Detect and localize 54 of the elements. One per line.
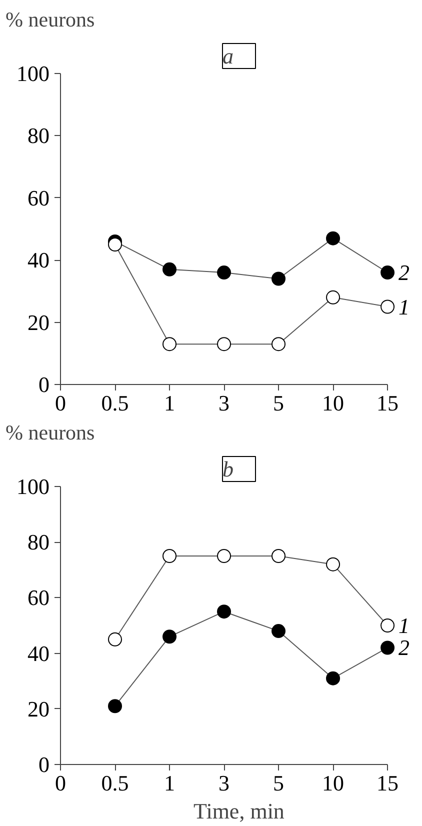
x-tick-label: 0 xyxy=(55,390,66,416)
y-tick-label: 40 xyxy=(28,640,50,666)
series-label: 1 xyxy=(398,294,410,320)
y-tick-label: 60 xyxy=(28,585,50,610)
point xyxy=(326,290,340,304)
y-axis-title: % neurons xyxy=(6,8,95,32)
point xyxy=(108,699,122,714)
point xyxy=(272,272,286,286)
y-tick-label: 0 xyxy=(38,372,50,397)
y-tick-label: 20 xyxy=(28,310,50,335)
point xyxy=(380,266,395,280)
point xyxy=(272,337,286,352)
point xyxy=(217,604,232,619)
y-tick-label: 60 xyxy=(28,185,50,210)
point xyxy=(326,557,340,572)
point xyxy=(162,337,177,352)
point xyxy=(326,671,340,686)
x-tick-label: 5 xyxy=(273,770,284,796)
x-tick-label: 0.5 xyxy=(101,390,129,416)
x-tick-label: 1 xyxy=(164,770,176,796)
point xyxy=(217,266,232,280)
x-tick-label: 10 xyxy=(322,770,344,796)
point xyxy=(272,549,286,563)
y-tick-label: 100 xyxy=(16,474,50,499)
chart-title: b xyxy=(222,456,234,482)
x-tick-label: 10 xyxy=(322,390,344,416)
x-axis-title: Time, min xyxy=(194,798,284,824)
x-tick-label: 5 xyxy=(273,390,284,416)
series-label: 2 xyxy=(398,635,410,660)
y-axis-title: % neurons xyxy=(6,420,95,444)
point xyxy=(108,238,122,252)
point xyxy=(162,262,177,276)
point xyxy=(272,624,286,638)
y-tick-label: 80 xyxy=(28,123,50,148)
y-tick-label: 100 xyxy=(16,61,50,86)
x-tick-label: 15 xyxy=(376,770,399,796)
x-tick-label: 15 xyxy=(376,390,399,416)
y-tick-label: 20 xyxy=(28,696,50,722)
point xyxy=(162,630,177,644)
x-tick-label: 3 xyxy=(218,770,230,796)
x-tick-label: 3 xyxy=(218,390,230,416)
x-tick-label: 1 xyxy=(164,390,176,416)
point xyxy=(326,231,340,246)
series-label: 2 xyxy=(398,260,410,286)
y-tick-label: 40 xyxy=(28,248,50,273)
chart-title: a xyxy=(222,44,234,68)
series-label: 1 xyxy=(398,613,410,638)
point xyxy=(217,337,232,352)
y-tick-label: 0 xyxy=(38,752,50,777)
point xyxy=(380,640,395,655)
y-tick-label: 80 xyxy=(28,530,50,555)
x-tick-label: 0 xyxy=(55,770,66,796)
x-tick-label: 0.5 xyxy=(101,770,129,796)
point xyxy=(162,549,177,563)
